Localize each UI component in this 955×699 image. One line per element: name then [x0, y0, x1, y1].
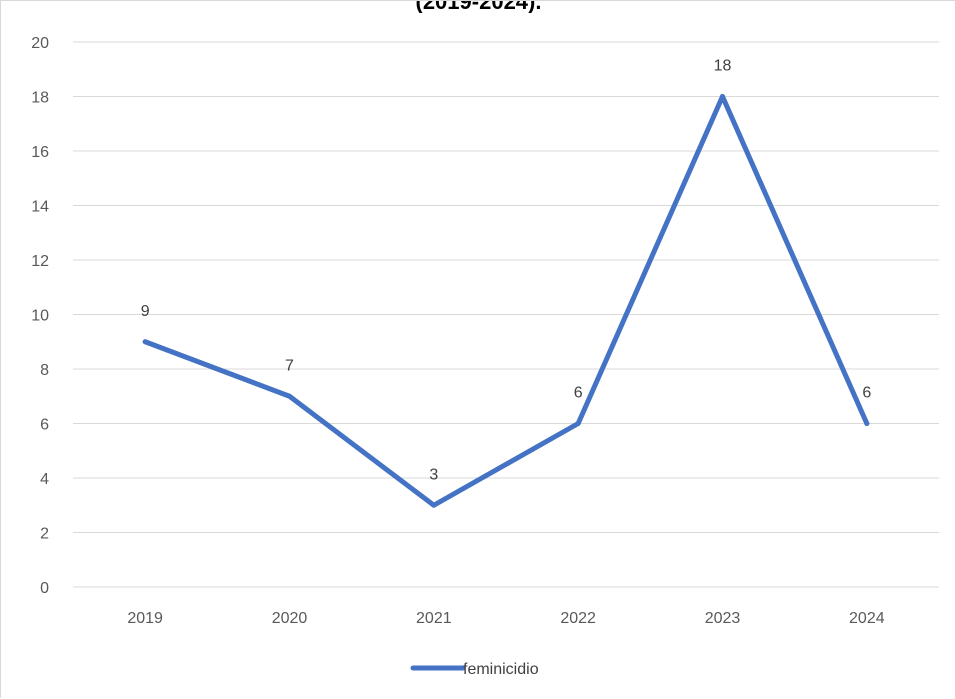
y-tick-label: 0: [40, 580, 49, 597]
data-label: 18: [714, 58, 732, 75]
legend: feminicidio: [410, 661, 539, 678]
data-point: [864, 421, 870, 426]
series-lines: [142, 94, 870, 508]
y-tick-label: 6: [40, 417, 49, 434]
x-tick-label: 2019: [127, 610, 163, 627]
data-label: 7: [285, 357, 294, 374]
y-tick-label: 8: [40, 362, 49, 379]
x-tick-label: 2023: [705, 610, 741, 627]
y-tick-label: 10: [31, 308, 49, 325]
y-tick-label: 2: [40, 526, 49, 543]
data-point: [575, 421, 581, 426]
x-tick-label: 2024: [849, 610, 885, 627]
data-label: 9: [141, 303, 150, 320]
data-point: [720, 94, 725, 99]
data-point: [431, 502, 437, 508]
y-axis-ticks: 0 2 4 6 8 10 12 14 16 18 20: [31, 35, 49, 597]
chart-title: (2019-2024).: [1, 1, 955, 13]
x-tick-label: 2020: [272, 610, 308, 627]
y-tick-label: 20: [31, 35, 49, 52]
y-tick-label: 18: [31, 90, 49, 107]
data-label: 3: [429, 466, 438, 483]
y-tick-label: 4: [40, 471, 49, 488]
gridlines: [73, 41, 939, 588]
data-label: 6: [574, 385, 583, 402]
chart-title-container: (2019-2024).: [1, 1, 955, 13]
data-labels: 9 7 3 6 18 6: [141, 58, 872, 484]
y-tick-label: 16: [31, 144, 49, 161]
y-tick-label: 12: [31, 253, 49, 270]
y-tick-label: 14: [31, 199, 49, 216]
series-line: [142, 94, 870, 508]
x-axis-ticks: 2019 2020 2021 2022 2023 2024: [127, 610, 884, 627]
data-label: 6: [862, 385, 871, 402]
x-tick-label: 2022: [560, 610, 596, 627]
x-tick-label: 2021: [416, 610, 452, 627]
legend-label: feminicidio: [463, 661, 539, 678]
data-point: [287, 393, 292, 399]
data-point: [142, 339, 148, 345]
